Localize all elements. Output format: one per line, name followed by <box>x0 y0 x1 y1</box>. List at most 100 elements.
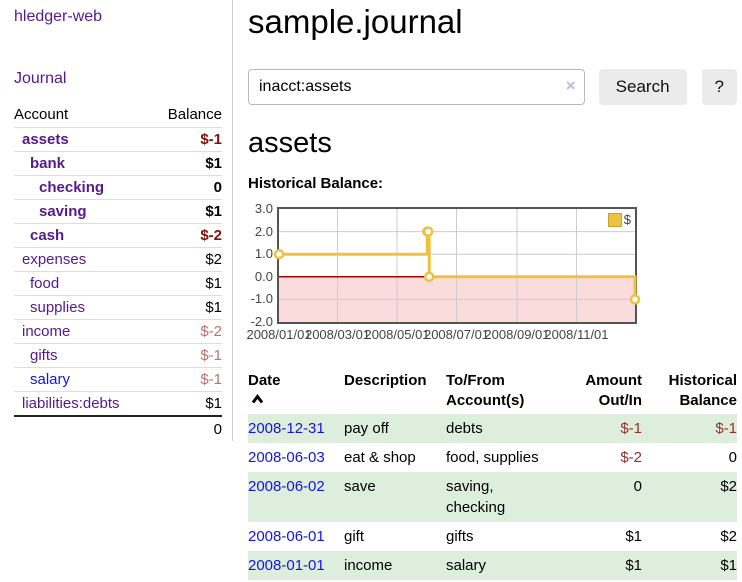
account-link-food[interactable]: food <box>30 275 60 292</box>
register-table: Date Description To/From Account(s) Amoun… <box>248 368 737 580</box>
transaction-accounts: debts <box>446 420 483 437</box>
account-heading: assets <box>248 127 332 159</box>
search-help-button[interactable]: ? <box>701 69 737 105</box>
app-title-link[interactable]: hledger-web <box>14 8 103 25</box>
account-row: saving $1 <box>14 199 222 224</box>
transaction-row: 2008-06-01 gift gifts $1 $2 <box>248 522 737 551</box>
transaction-amount: $1 <box>625 557 642 574</box>
account-link-saving[interactable]: saving <box>39 203 87 220</box>
accounts-total: 0 <box>151 415 222 442</box>
transaction-amount: $1 <box>625 528 642 545</box>
transaction-description: save <box>344 478 376 495</box>
account-row: expenses $2 <box>14 247 222 272</box>
x-tick-label: 2008/07/01 <box>423 327 490 342</box>
account-balance: $1 <box>151 295 222 320</box>
account-balance: $-1 <box>151 127 222 152</box>
y-tick-label: 2.0 <box>254 223 273 239</box>
account-row: salary $-1 <box>14 367 222 392</box>
transaction-description: eat & shop <box>344 449 416 466</box>
account-balance: $2 <box>151 247 222 272</box>
transaction-row: 2008-01-01 income salary $1 $1 <box>248 551 737 580</box>
chart-plot-area[interactable]: $ <box>273 207 641 324</box>
search-button[interactable]: Search <box>598 69 687 105</box>
transaction-description: pay off <box>344 420 389 437</box>
account-link-cash[interactable]: cash <box>30 227 65 244</box>
account-link-salary[interactable]: salary <box>30 371 71 388</box>
account-balance: $1 <box>151 151 222 176</box>
x-tick-label: 2008/09/01 <box>484 327 550 342</box>
page-title: sample.journal <box>248 3 463 40</box>
accounts-total-row: 0 <box>14 415 222 442</box>
account-link-checking[interactable]: checking <box>39 179 105 196</box>
account-balance: $1 <box>151 199 222 224</box>
account-balance: $1 <box>151 271 222 296</box>
transaction-date-link[interactable]: 2008-06-01 <box>248 528 325 545</box>
transaction-balance: $1 <box>720 557 737 574</box>
sort-ascending-icon <box>251 394 264 404</box>
y-tick-label: 3.0 <box>254 201 273 216</box>
sidebar-item-journal[interactable]: Journal <box>14 70 67 87</box>
x-tick-label: 2008/05/01 <box>364 327 430 342</box>
transaction-date-link[interactable]: 2008-12-31 <box>248 420 325 437</box>
y-tick-label: 1.0 <box>254 246 273 262</box>
account-row: supplies $1 <box>14 295 222 320</box>
transaction-date-link[interactable]: 2008-06-03 <box>248 449 325 466</box>
legend-label: $ <box>623 212 631 227</box>
main-content: sample.journal × Search ? assets Histori… <box>246 0 737 580</box>
register-col-accounts: To/From Account(s) <box>446 372 525 409</box>
account-balance: $-2 <box>151 319 222 344</box>
balance-chart-svg <box>273 209 641 322</box>
account-row: income $-2 <box>14 319 222 344</box>
sidebar: hledger-web Journal Account Balance asse… <box>0 0 233 442</box>
account-balance: $-2 <box>151 223 222 248</box>
app-title: hledger-web <box>14 8 222 26</box>
search-form: × Search ? <box>248 69 737 105</box>
account-balance: $1 <box>151 391 222 416</box>
account-row: cash $-2 <box>14 223 222 248</box>
account-link-income[interactable]: income <box>22 323 71 340</box>
transaction-row: 2008-06-03 eat & shop food, supplies $-2… <box>248 443 737 472</box>
register-col-description: Description <box>344 372 427 389</box>
account-balance: 0 <box>151 175 222 200</box>
transaction-accounts: salary <box>446 557 487 574</box>
account-link-expenses[interactable]: expenses <box>22 251 87 268</box>
transaction-accounts: food, supplies <box>446 449 539 466</box>
transaction-balance: $2 <box>720 528 737 545</box>
account-link-assets[interactable]: assets <box>22 131 69 148</box>
account-balance: $-1 <box>151 367 222 392</box>
register-col-date-label: Date <box>248 372 281 389</box>
y-tick-label: -2.0 <box>250 314 273 329</box>
account-row: checking 0 <box>14 175 222 200</box>
accounts-table: Account Balance assets $-1 bank $1 checkin… <box>14 103 222 442</box>
transaction-accounts: saving, checking <box>446 478 506 516</box>
clear-search-icon[interactable]: × <box>565 76 576 95</box>
register-header-row: Date Description To/From Account(s) Amoun… <box>248 368 737 414</box>
account-link-supplies[interactable]: supplies <box>30 299 86 316</box>
transaction-date-link[interactable]: 2008-06-02 <box>248 478 325 495</box>
transaction-balance: $-1 <box>715 420 737 437</box>
balance-chart: 3.0 2.0 1.0 0.0 -1.0 -2.0 $ 2008/01/01 2008/03… <box>246 202 737 347</box>
account-row: food $1 <box>14 271 222 296</box>
chart-label: Historical Balance: <box>248 175 384 192</box>
x-tick-label: 2008/01/01 <box>246 327 312 342</box>
account-row: bank $1 <box>14 151 222 176</box>
register-col-amount: Amount Out/In <box>585 372 642 409</box>
transaction-amount: $-1 <box>620 420 642 437</box>
x-tick-label: 2008/03/01 <box>304 327 371 342</box>
transaction-description: income <box>344 557 393 574</box>
search-input[interactable] <box>248 69 585 105</box>
account-link-bank[interactable]: bank <box>30 155 66 172</box>
transaction-balance: $2 <box>720 478 737 495</box>
transaction-accounts: gifts <box>446 528 474 545</box>
account-link-liabilities-debts[interactable]: liabilities:debts <box>22 395 120 412</box>
x-tick-label: 2008/11/01 <box>544 327 609 342</box>
register-col-date[interactable]: Date <box>248 368 344 414</box>
transaction-date-link[interactable]: 2008-01-01 <box>248 557 325 574</box>
transaction-amount: 0 <box>633 478 642 495</box>
legend-swatch-icon <box>607 212 622 227</box>
account-link-gifts[interactable]: gifts <box>30 347 58 364</box>
register-col-balance: Historical Balance <box>668 372 737 409</box>
y-tick-label: 0.0 <box>254 268 273 284</box>
account-balance: $-1 <box>151 343 222 368</box>
transaction-balance: 0 <box>728 449 737 466</box>
